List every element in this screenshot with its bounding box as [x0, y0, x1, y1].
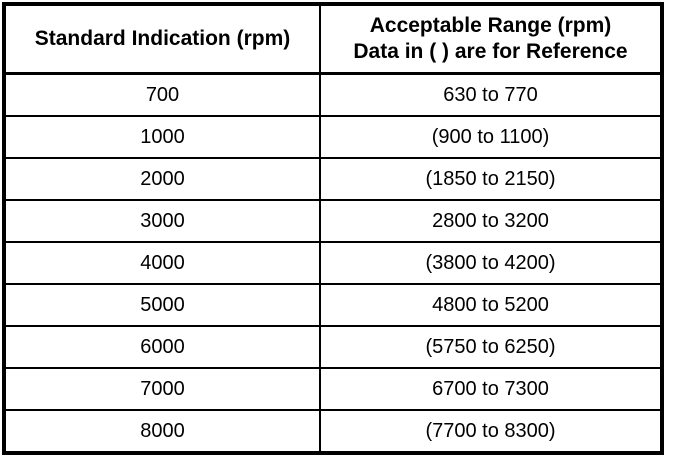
cell-standard-value: 6000	[3, 325, 321, 369]
cell-standard-value: 7000	[3, 367, 321, 411]
cell-acceptable-range: 630 to 770	[319, 72, 663, 117]
table-row: 2000 (1850 to 2150)	[3, 157, 663, 201]
header-standard-indication-label: Standard Indication (rpm)	[34, 26, 291, 50]
table-row: 1000 (900 to 1100)	[3, 115, 663, 159]
header-acceptable-range-line2: Data in ( ) are for Reference	[353, 40, 628, 63]
header-row: Standard Indication (rpm) Acceptable Ran…	[3, 3, 663, 75]
table-row: 6000 (5750 to 6250)	[3, 325, 663, 369]
header-acceptable-range-line1: Acceptable Range (rpm)	[369, 13, 612, 37]
table-row: 3000 2800 to 3200	[3, 199, 663, 243]
cell-standard-value: 4000	[3, 241, 321, 285]
cell-standard-value: 2000	[3, 157, 321, 201]
cell-acceptable-range: (900 to 1100)	[319, 115, 663, 159]
cell-standard-value: 700	[3, 72, 321, 117]
cell-acceptable-range: 6700 to 7300	[319, 367, 663, 411]
cell-acceptable-range: 2800 to 3200	[319, 199, 663, 243]
cell-acceptable-range: (1850 to 2150)	[319, 157, 663, 201]
table-row: 7000 6700 to 7300	[3, 367, 663, 411]
cell-acceptable-range: (7700 to 8300)	[319, 409, 663, 454]
cell-acceptable-range: (3800 to 4200)	[319, 241, 663, 285]
rpm-specification-table: Standard Indication (rpm) Acceptable Ran…	[2, 2, 664, 455]
table-row: 4000 (3800 to 4200)	[3, 241, 663, 285]
cell-acceptable-range: 4800 to 5200	[319, 283, 663, 327]
table-row: 5000 4800 to 5200	[3, 283, 663, 327]
cell-standard-value: 1000	[3, 115, 321, 159]
header-standard-indication: Standard Indication (rpm)	[3, 3, 321, 75]
cell-standard-value: 8000	[3, 409, 321, 454]
header-acceptable-range: Acceptable Range (rpm) Data in ( ) are f…	[319, 3, 663, 75]
table-row: 8000 (7700 to 8300)	[3, 409, 663, 454]
table-row: 700 630 to 770	[3, 72, 663, 117]
cell-standard-value: 5000	[3, 283, 321, 327]
cell-acceptable-range: (5750 to 6250)	[319, 325, 663, 369]
cell-standard-value: 3000	[3, 199, 321, 243]
